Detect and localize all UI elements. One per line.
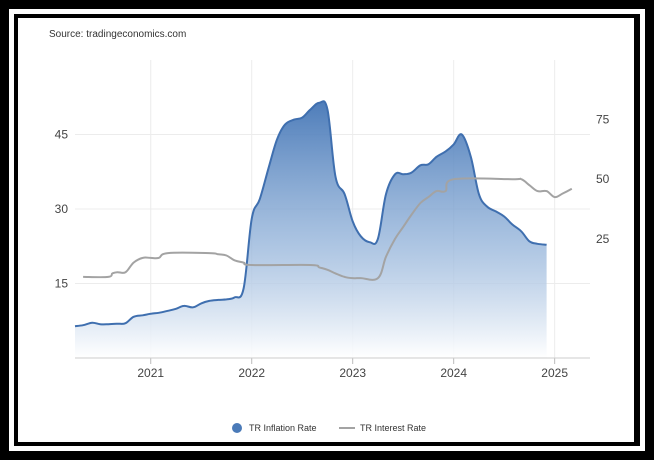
- legend-marker-inflation: [232, 423, 242, 433]
- y-left-tick-label: 45: [55, 128, 69, 142]
- series-lines: [74, 100, 573, 328]
- interest-rate-line: [83, 177, 573, 281]
- x-tick-label: 2025: [541, 366, 568, 380]
- y-right-tick-label: 50: [596, 172, 610, 186]
- inflation-area: [75, 101, 547, 359]
- inflation-line: [74, 100, 547, 328]
- axes: 2021 2022 2023 2024 2025 15 30 45 25 50 75: [55, 113, 610, 380]
- x-tick-label: 2021: [137, 366, 164, 380]
- x-tick-label: 2023: [339, 366, 366, 380]
- x-tick-label: 2024: [440, 366, 467, 380]
- y-right-tick-label: 25: [596, 232, 610, 246]
- y-right-tick-label: 75: [596, 113, 610, 127]
- x-tick-label: 2022: [238, 366, 265, 380]
- y-left-tick-label: 15: [55, 277, 69, 291]
- inflation-area-fill: [75, 101, 547, 359]
- legend: TR Inflation Rate TR Interest Rate: [232, 423, 426, 433]
- source-label: Source: tradingeconomics.com: [49, 29, 187, 40]
- legend-label-interest: TR Interest Rate: [360, 423, 426, 433]
- y-left-tick-label: 30: [55, 202, 69, 216]
- legend-label-inflation: TR Inflation Rate: [249, 423, 317, 433]
